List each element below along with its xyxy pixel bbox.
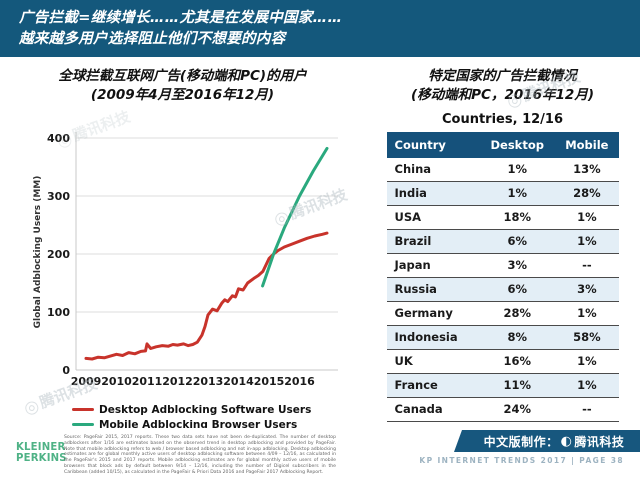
svg-text:2015: 2015: [254, 375, 285, 388]
table-cell: Indonesia: [386, 325, 480, 350]
table-cell: 3%: [479, 253, 556, 278]
table-cell: 16%: [479, 349, 556, 374]
banner-title-line2: 越来越多用户选择阻止他们不想要的内容: [19, 31, 286, 47]
table-cell: 1%: [479, 181, 556, 206]
legend-label-mobile: Mobile Adblocking Browser Users: [99, 418, 298, 431]
table-cell: 6%: [479, 229, 556, 254]
content: 全球拦截互联网广告(移动端和PC)的用户 (2009年4月至2016年12月) …: [0, 57, 640, 432]
kp-logo-line1: KLEINER: [16, 440, 66, 453]
chart-legend: Desktop Adblocking Software Users Mobile…: [72, 402, 365, 432]
table-row: USA 18% 1%: [386, 205, 619, 230]
table-cell: 1%: [555, 205, 619, 230]
legend-item-mobile: Mobile Adblocking Browser Users: [72, 417, 365, 432]
desktop-line-swatch-icon: [72, 408, 94, 411]
table-row: China 1% 13%: [386, 158, 619, 182]
countries-table: Country Desktop Mobile China 1% 13% India 1% 28…: [386, 132, 619, 422]
table-cell: 1%: [479, 158, 556, 182]
svg-text:0: 0: [62, 364, 70, 377]
table-column-header: Country: [386, 132, 480, 158]
source-note: Source: PageFair 2015, 2017 reports. The…: [64, 435, 336, 475]
table-cell: Japan: [386, 253, 480, 278]
table-cell: 1%: [555, 229, 619, 254]
svg-text:300: 300: [47, 190, 70, 203]
chart-area: Global Adblocking Users (MM) 0 100 200 300 4…: [33, 108, 365, 402]
svg-text:2016: 2016: [284, 375, 315, 388]
table-cell: 24%: [479, 397, 556, 422]
banner-title-line1: 广告拦截=继续增长……尤其是在发展中国家……: [19, 10, 343, 26]
y-axis-label: Global Adblocking Users (MM): [33, 175, 43, 329]
table-row: Canada 24% --: [386, 397, 619, 422]
table-row: UK 16% 1%: [386, 349, 619, 374]
table-cell: 28%: [555, 181, 619, 206]
svg-text:2013: 2013: [193, 375, 224, 388]
table-cell: Russia: [386, 277, 480, 302]
chart-subtitle: (2009年4月至2016年12月): [90, 87, 275, 103]
table-cell: USA: [386, 205, 480, 230]
svg-text:100: 100: [47, 306, 70, 319]
table-cell: France: [386, 373, 480, 398]
table-cell: --: [555, 253, 619, 278]
table-header-row: Country Desktop Mobile: [386, 132, 619, 158]
chart-panel: 全球拦截互联网广告(移动端和PC)的用户 (2009年4月至2016年12月) …: [0, 57, 365, 432]
kp-logo-line2: PERKINS: [16, 451, 67, 464]
table-cell: 28%: [479, 301, 556, 326]
table-cell: --: [555, 397, 619, 422]
credit-banner: 中文版制作： ◐ 腾讯科技: [453, 430, 640, 452]
table-row: India 1% 28%: [386, 181, 619, 206]
chart-title: 全球拦截互联网广告(移动端和PC)的用户: [58, 68, 307, 84]
kleiner-perkins-logo: KLEINER PERKINS: [16, 441, 67, 463]
tencent-logo-icon: ◐: [560, 433, 573, 449]
table-cell: Brazil: [386, 229, 480, 254]
svg-text:2012: 2012: [162, 375, 193, 388]
table-row: Russia 6% 3%: [386, 277, 619, 302]
svg-text:2011: 2011: [132, 375, 163, 388]
table-cell: 6%: [479, 277, 556, 302]
table-row: Brazil 6% 1%: [386, 229, 619, 254]
table-row: Japan 3% --: [386, 253, 619, 278]
svg-text:200: 200: [47, 248, 70, 261]
table-row: Indonesia 8% 58%: [386, 325, 619, 350]
svg-text:2014: 2014: [223, 375, 254, 388]
legend-item-desktop: Desktop Adblocking Software Users: [72, 402, 365, 417]
table-cell: Canada: [386, 397, 480, 422]
table-cell: 11%: [479, 373, 556, 398]
svg-text:400: 400: [47, 132, 70, 145]
svg-text:2010: 2010: [101, 375, 132, 388]
table-cell: 18%: [479, 205, 556, 230]
table-cell: India: [386, 181, 480, 206]
table-column-header: Desktop: [479, 132, 556, 158]
table-subtitle: (移动端和PC，2016年12月): [410, 87, 594, 103]
table-column-header: Mobile: [555, 132, 619, 158]
mobile-line-swatch-icon: [72, 423, 94, 426]
table-cell: 58%: [555, 325, 619, 350]
banner: 广告拦截=继续增长……尤其是在发展中国家…… 越来越多用户选择阻止他们不想要的内…: [0, 0, 640, 57]
credit-prefix: 中文版制作：: [483, 434, 559, 449]
table-cell: 13%: [555, 158, 619, 182]
table-title: 特定国家的广告拦截情况: [428, 68, 577, 84]
table-cell: 1%: [555, 301, 619, 326]
table-panel: 特定国家的广告拦截情况 (移动端和PC，2016年12月) Countries,…: [365, 57, 640, 432]
svg-text:2009: 2009: [71, 375, 102, 388]
table-cell: UK: [386, 349, 480, 374]
table-cell: 1%: [555, 373, 619, 398]
table-cell: 8%: [479, 325, 556, 350]
footer: KLEINER PERKINS Source: PageFair 2015, 2…: [0, 428, 640, 480]
report-page-line: KP INTERNET TRENDS 2017 | PAGE 38: [419, 456, 624, 465]
legend-label-desktop: Desktop Adblocking Software Users: [99, 403, 312, 416]
credit-content: 中文版制作： ◐ 腾讯科技: [458, 430, 640, 452]
table-cell: 1%: [555, 349, 619, 374]
table-cell: Germany: [386, 301, 480, 326]
table-caption: Countries, 12/16: [441, 112, 563, 127]
table-row: France 11% 1%: [386, 373, 619, 398]
table-row: Germany 28% 1%: [386, 301, 619, 326]
table-cell: 3%: [555, 277, 619, 302]
table-cell: China: [386, 158, 480, 182]
credit-brand: 腾讯科技: [574, 434, 625, 449]
